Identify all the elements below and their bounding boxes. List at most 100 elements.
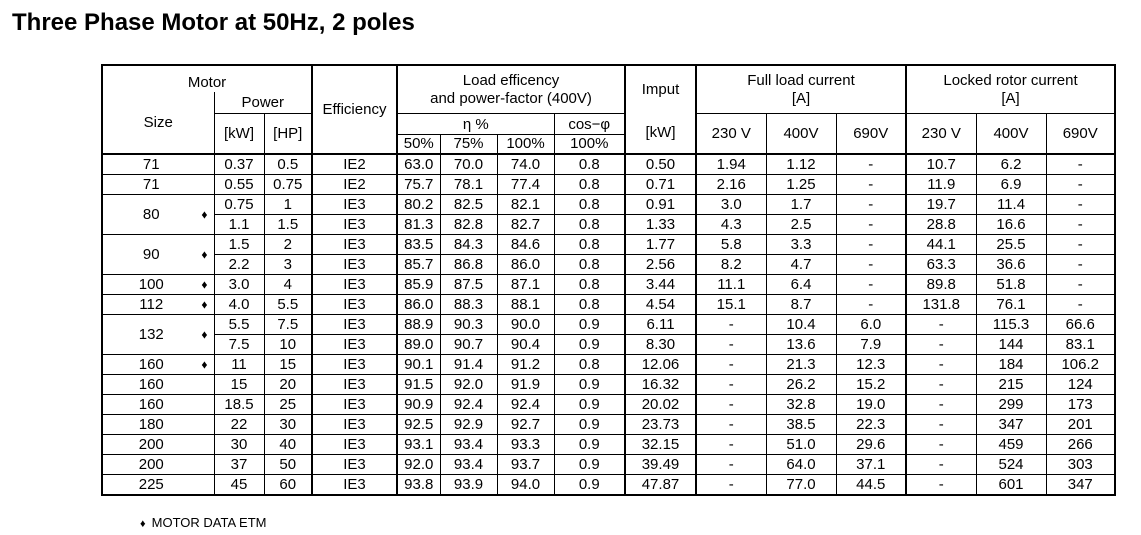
cell-cos-100: 0.8 <box>553 194 626 215</box>
cell-size: 71 <box>101 153 215 175</box>
size-value: 180 <box>138 416 164 433</box>
header-load-efficiency: Load efficency and power-factor (400V) <box>396 64 626 114</box>
table-header: Motor Efficiency Load efficency and powe… <box>101 64 1116 155</box>
cell-cos-100: 0.9 <box>553 414 626 435</box>
cell-cos-100: 0.8 <box>553 254 626 275</box>
cell-lr-690: - <box>1045 254 1116 275</box>
cell-cos-100: 0.8 <box>553 174 626 195</box>
cell-size: 71 <box>101 174 215 195</box>
cell-lr-690: - <box>1045 194 1116 215</box>
cell-lr-690: 266 <box>1045 434 1116 455</box>
cell-imput: 0.50 <box>624 153 697 175</box>
diamond-icon: ♦ <box>201 277 208 291</box>
cell-imput: 3.44 <box>624 274 697 295</box>
cell-imput: 4.54 <box>624 294 697 315</box>
cell-fl-400: 10.4 <box>765 314 837 335</box>
cell-cos-100: 0.8 <box>553 354 626 375</box>
cell-hp: 2 <box>263 234 313 255</box>
size-value: 132 <box>138 326 164 343</box>
header-power: Power <box>213 92 313 114</box>
table-row: 71 0.55 0.75 IE2 75.7 78.1 77.4 0.8 0.71 2.16 1.25… <box>101 174 1116 195</box>
header-hp: [HP] <box>263 113 313 155</box>
cell-cos-100: 0.9 <box>553 474 626 496</box>
diamond-icon: ♦ <box>140 518 146 530</box>
cell-kw: 1.1 <box>213 214 265 235</box>
cell-hp: 0.75 <box>263 174 313 195</box>
cell-kw: 30 <box>213 434 265 455</box>
cell-fl-690: 12.3 <box>835 354 907 375</box>
cell-fl-400: 1.12 <box>765 153 837 175</box>
full-load-line1: Full load current <box>747 71 855 89</box>
cell-fl-690: 7.9 <box>835 334 907 355</box>
cell-eta-75: 92.4 <box>439 394 498 415</box>
cell-eta-100: 92.7 <box>496 414 555 435</box>
cell-eta-75: 92.9 <box>439 414 498 435</box>
locked-line1: Locked rotor current <box>943 71 1078 89</box>
cell-efficiency: IE3 <box>311 254 398 275</box>
header-motor: Motor <box>101 64 313 92</box>
cell-kw: 37 <box>213 454 265 475</box>
cell-lr-690: 173 <box>1045 394 1116 415</box>
cell-eta-100: 74.0 <box>496 153 555 175</box>
cell-fl-230: - <box>695 414 767 435</box>
cell-efficiency: IE3 <box>311 454 398 475</box>
cell-fl-690: - <box>835 153 907 175</box>
cell-fl-230: - <box>695 314 767 335</box>
cell-size: 132 ♦ <box>101 314 215 355</box>
cell-eta-50: 63.0 <box>396 153 441 175</box>
table-row: 80 ♦ 0.75 1 IE3 80.2 82.5 82.1 0.8 0.91 3.0 1.7-19.… <box>101 194 1116 235</box>
cell-eta-100: 84.6 <box>496 234 555 255</box>
cell-efficiency: IE3 <box>311 214 398 235</box>
header-fl-690: 690V <box>835 113 907 155</box>
cell-fl-230: - <box>695 354 767 375</box>
size-value: 112 <box>139 296 164 313</box>
cell-fl-690: - <box>835 214 907 235</box>
cell-eta-75: 93.4 <box>439 454 498 475</box>
cell-lr-230: 11.9 <box>905 174 977 195</box>
cell-efficiency: IE3 <box>311 434 398 455</box>
cell-fl-230: - <box>695 334 767 355</box>
cell-lr-230: - <box>905 474 977 496</box>
cell-lr-230: 63.3 <box>905 254 977 275</box>
cell-cos-100: 0.9 <box>553 434 626 455</box>
cell-size: 160 <box>101 374 215 395</box>
cell-lr-400: 459 <box>975 434 1047 455</box>
cell-lr-230: 89.8 <box>905 274 977 295</box>
diamond-icon: ♦ <box>201 247 208 261</box>
table-row: 200 37 50 IE3 92.0 93.4 93.7 0.9 39.49-64.0 37.1-… <box>101 454 1116 475</box>
header-full-load-current: Full load current [A] <box>695 64 907 114</box>
cell-lr-690: 201 <box>1045 414 1116 435</box>
cell-kw: 22 <box>213 414 265 435</box>
cell-hp: 10 <box>263 334 313 355</box>
cell-eta-100: 91.2 <box>496 354 555 375</box>
cell-fl-230: - <box>695 374 767 395</box>
cell-eta-100: 82.1 <box>496 194 555 215</box>
cell-kw: 4.0 <box>213 294 265 315</box>
cell-fl-230: 15.1 <box>695 294 767 315</box>
cell-eta-75: 93.4 <box>439 434 498 455</box>
cell-fl-690: 15.2 <box>835 374 907 395</box>
cell-eta-100: 94.0 <box>496 474 555 496</box>
cell-lr-690: - <box>1045 294 1116 315</box>
cell-fl-690: - <box>835 294 907 315</box>
cell-hp: 1 <box>263 194 313 215</box>
cell-lr-400: 299 <box>975 394 1047 415</box>
cell-eta-75: 92.0 <box>439 374 498 395</box>
size-value: 160 <box>138 356 164 373</box>
cell-size: 100 ♦ <box>101 274 215 295</box>
cell-efficiency: IE2 <box>311 153 398 175</box>
cell-efficiency: IE3 <box>311 314 398 335</box>
diamond-icon: ♦ <box>201 207 208 221</box>
cell-fl-230: 1.94 <box>695 153 767 175</box>
cell-fl-230: 8.2 <box>695 254 767 275</box>
locked-line2: [A] <box>1001 89 1020 107</box>
cell-lr-400: 6.2 <box>975 153 1047 175</box>
cell-imput: 23.73 <box>624 414 697 435</box>
cell-lr-690: 124 <box>1045 374 1116 395</box>
cell-size: 112 ♦ <box>101 294 215 315</box>
cell-fl-400: 6.4 <box>765 274 837 295</box>
cell-fl-400: 3.3 <box>765 234 837 255</box>
cell-hp: 50 <box>263 454 313 475</box>
cell-imput: 12.06 <box>624 354 697 375</box>
cell-efficiency: IE3 <box>311 374 398 395</box>
